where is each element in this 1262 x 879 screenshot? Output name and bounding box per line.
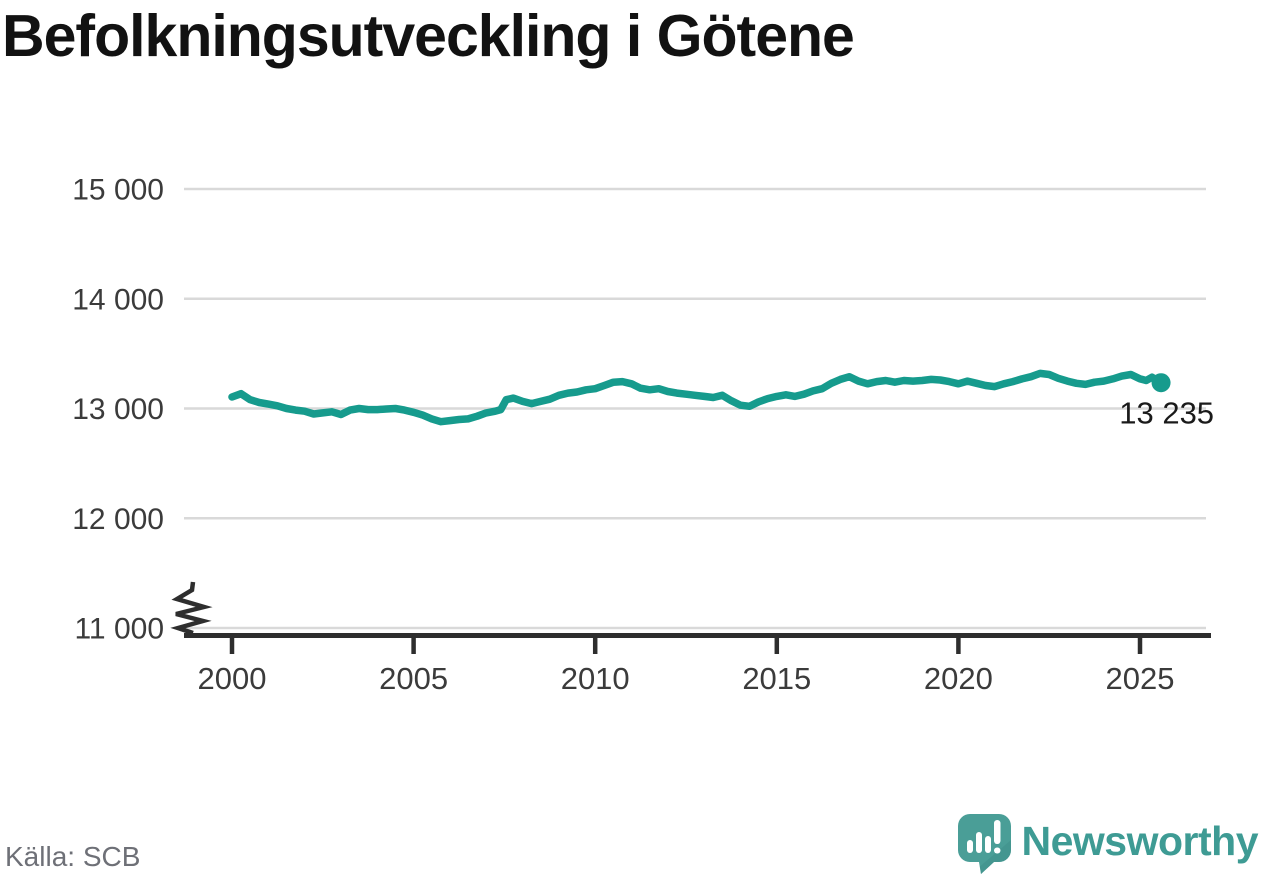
newsworthy-logo-text: Newsworthy [1021,817,1259,864]
x-axis-tick-label: 2025 [1106,661,1175,696]
page-title: Befolkningsutveckling i Götene [2,3,855,69]
y-axis-tick-label: 14 000 [72,283,164,316]
newsworthy-logo: Newsworthy [957,814,1259,874]
last-point-marker [1151,373,1171,393]
x-axis-tick-label: 2000 [198,661,267,696]
x-axis-tick-label: 2005 [379,661,448,696]
newsworthy-logo-icon [957,814,1011,874]
x-axis-tick-label: 2015 [742,661,811,696]
y-axis-tick-label: 15 000 [72,174,164,207]
population-chart: 15 000 14 000 13 000 12 000 11 000 2000 2005 20… [72,174,1214,697]
y-axis-tick-label: 11 000 [74,613,164,646]
x-axis-tick-label: 2020 [924,661,993,696]
axis-break-icon [170,581,213,636]
y-axis-tick-label: 13 000 [72,393,164,426]
last-value-label: 13 235 [1119,396,1214,431]
population-line [228,369,1165,426]
source-label: Källa: SCB [5,841,141,872]
y-axis-tick-label: 12 000 [72,503,164,536]
x-axis-tick-label: 2010 [561,661,630,696]
